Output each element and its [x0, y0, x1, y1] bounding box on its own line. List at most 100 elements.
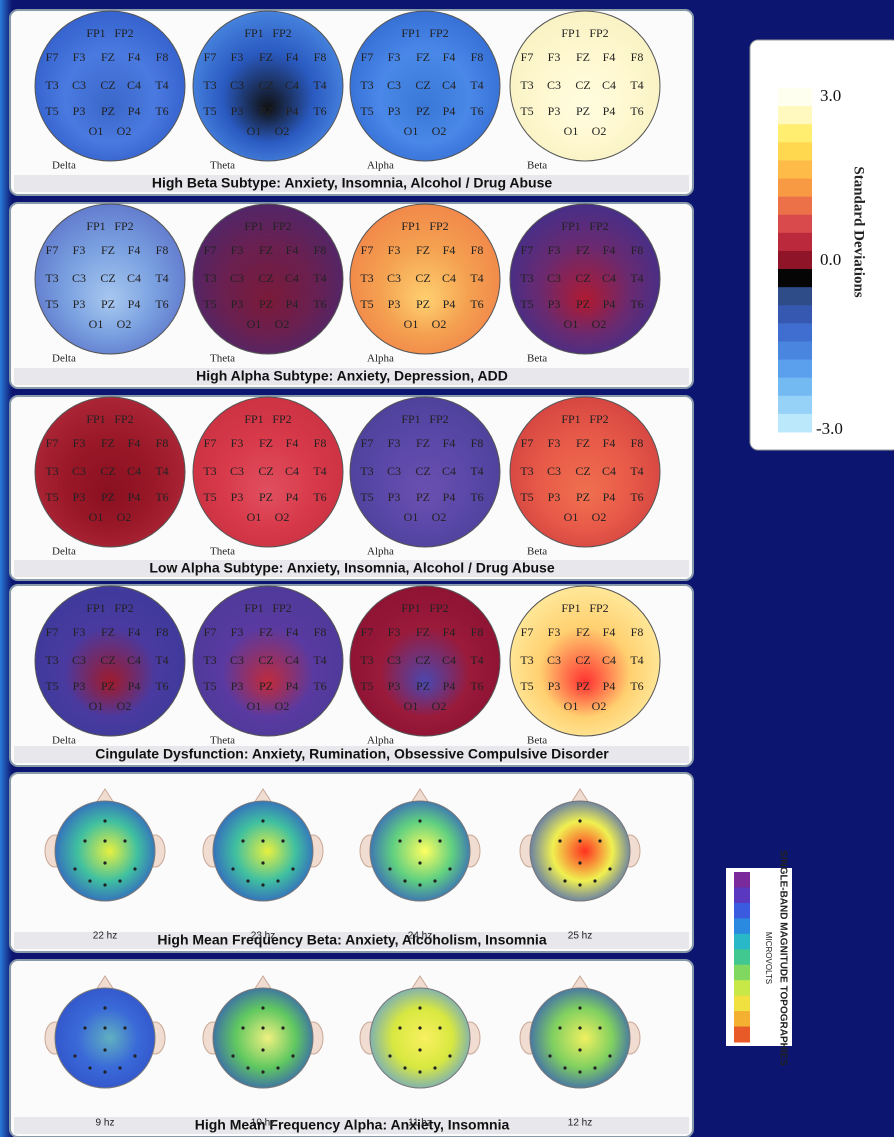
electrode-dot	[281, 1026, 284, 1029]
electrode-label: T5	[45, 490, 58, 504]
electrode-dot	[403, 879, 406, 882]
electrode-label: P3	[231, 297, 244, 311]
electrode-label: F4	[603, 625, 616, 639]
electrode-label: C3	[230, 653, 244, 667]
electrode-label: P3	[548, 490, 561, 504]
electrode-label: PZ	[101, 104, 115, 118]
electrode-dot	[103, 839, 106, 842]
band-label: Theta	[210, 546, 235, 558]
electrode-dot	[418, 1070, 421, 1073]
electrode-label: FP1	[244, 219, 263, 233]
electrode-label: C4	[285, 464, 299, 478]
electrode-dot	[433, 879, 436, 882]
electrode-dot	[578, 1026, 581, 1029]
electrode-dot	[118, 879, 121, 882]
frequency-label: 23 hz	[251, 931, 275, 942]
electrode-label: FP1	[561, 601, 580, 615]
electrode-label: P4	[128, 297, 141, 311]
electrode-label: T5	[203, 104, 216, 118]
electrode-label: P4	[443, 490, 456, 504]
electrode-label: C4	[285, 78, 299, 92]
scale-swatch	[778, 341, 812, 360]
band-label: Theta	[210, 353, 235, 365]
electrode-label: T5	[520, 679, 533, 693]
electrode-label: P3	[73, 297, 86, 311]
electrode-label: T3	[520, 464, 533, 478]
electrode-label: C4	[127, 271, 141, 285]
electrode-label: P3	[231, 490, 244, 504]
electrode-label: O1	[564, 699, 579, 713]
band-label: Beta	[527, 353, 547, 365]
electrode-label: T4	[313, 78, 326, 92]
electrode-label: FP1	[561, 412, 580, 426]
electrode-label: T3	[520, 653, 533, 667]
electrode-label: O2	[117, 124, 132, 138]
electrode-label: T3	[360, 271, 373, 285]
electrode-label: T3	[360, 464, 373, 478]
electrode-label: C4	[442, 271, 456, 285]
electrode-label: CZ	[415, 653, 430, 667]
electrode-label: F8	[631, 625, 644, 639]
electrode-dot	[578, 819, 581, 822]
electrode-label: F7	[46, 436, 59, 450]
electrode-label: O2	[117, 510, 132, 524]
electrode-dot	[593, 1066, 596, 1069]
scale-label: -3.0	[816, 419, 843, 438]
electrode-label: FP2	[114, 219, 133, 233]
electrode-label: PZ	[259, 490, 273, 504]
scale-swatch	[778, 251, 812, 270]
electrode-label: P3	[231, 104, 244, 118]
electrode-label: O1	[89, 317, 104, 331]
electrode-label: O1	[89, 699, 104, 713]
electrode-label: T3	[45, 271, 58, 285]
electrode-label: FZ	[416, 625, 430, 639]
magnitude-swatch	[734, 918, 750, 934]
electrode-label: FZ	[259, 436, 273, 450]
electrode-dot	[103, 819, 106, 822]
electrode-label: T5	[520, 297, 533, 311]
electrode-label: O1	[89, 510, 104, 524]
electrode-label: F3	[548, 436, 561, 450]
panel-title: Cingulate Dysfunction: Anxiety, Ruminati…	[95, 746, 609, 762]
scale-title: Standard Deviations	[851, 166, 867, 297]
electrode-label: P3	[548, 104, 561, 118]
electrode-dot	[418, 861, 421, 864]
electrode-label: O1	[404, 510, 419, 524]
electrode-label: T3	[45, 653, 58, 667]
electrode-label: F8	[314, 436, 327, 450]
electrode-dot	[73, 867, 76, 870]
band-label: Delta	[52, 546, 76, 558]
electrode-dot	[418, 1006, 421, 1009]
band-label: Beta	[527, 160, 547, 172]
electrode-label: T5	[203, 297, 216, 311]
electrode-label: T3	[45, 78, 58, 92]
scale-swatch	[778, 142, 812, 161]
electrode-label: F7	[46, 625, 59, 639]
electrode-label: O2	[592, 699, 607, 713]
electrode-label: P3	[548, 679, 561, 693]
electrode-label: T5	[520, 104, 533, 118]
electrode-label: T6	[470, 297, 483, 311]
panel-title: High Mean Frequency Beta: Anxiety, Alcoh…	[157, 932, 546, 948]
electrode-dot	[88, 1066, 91, 1069]
electrode-label: O1	[404, 124, 419, 138]
scale-swatch	[778, 396, 812, 415]
electrode-label: FZ	[576, 436, 590, 450]
electrode-label: C3	[72, 271, 86, 285]
electrode-dot	[123, 839, 126, 842]
electrode-dot	[231, 867, 234, 870]
electrode-label: F8	[156, 625, 169, 639]
electrode-label: PZ	[576, 679, 590, 693]
scale-swatch	[778, 106, 812, 125]
electrode-label: FP2	[429, 601, 448, 615]
electrode-label: O1	[564, 124, 579, 138]
electrode-label: T3	[203, 271, 216, 285]
electrode-label: FP2	[429, 219, 448, 233]
electrode-label: P3	[548, 297, 561, 311]
electrode-label: PZ	[576, 104, 590, 118]
electrode-label: F7	[521, 625, 534, 639]
band-label: Alpha	[367, 546, 394, 558]
electrode-dot	[433, 1066, 436, 1069]
electrode-label: F7	[521, 243, 534, 257]
electrode-dot	[598, 1026, 601, 1029]
